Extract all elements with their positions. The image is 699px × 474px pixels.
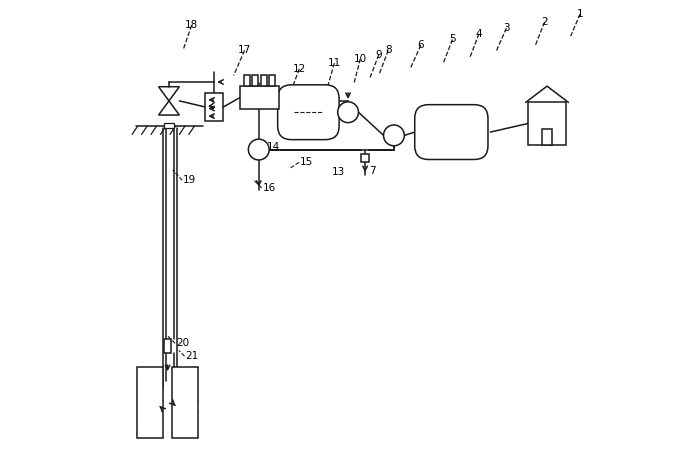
Bar [240,86,279,109]
Text: 18: 18 [185,20,199,30]
Bar [252,75,259,86]
Text: 20: 20 [176,338,189,348]
Bar [261,75,267,86]
Bar [361,155,369,162]
FancyBboxPatch shape [278,85,339,140]
Text: 4: 4 [476,29,482,39]
Text: 14: 14 [267,142,280,152]
Text: 7: 7 [369,166,376,176]
Text: 15: 15 [300,157,313,167]
Circle shape [384,125,404,146]
Text: 10: 10 [354,54,367,64]
Text: 5: 5 [449,35,456,45]
Text: 3: 3 [503,23,510,33]
Text: 16: 16 [263,183,276,193]
Circle shape [338,102,359,123]
Text: 13: 13 [332,167,345,177]
Text: 17: 17 [238,46,251,55]
Text: 1: 1 [577,9,584,19]
Text: 19: 19 [183,175,196,185]
FancyBboxPatch shape [415,105,488,159]
Bar [164,338,171,353]
Text: 21: 21 [185,351,199,361]
Text: 2: 2 [542,17,548,27]
Text: 12: 12 [293,64,306,74]
Text: 8: 8 [385,46,391,55]
Bar [206,93,223,121]
Bar [542,128,552,145]
Text: 11: 11 [328,58,341,68]
Circle shape [248,139,269,160]
Bar [164,123,173,128]
Text: 6: 6 [417,40,424,50]
Bar [172,367,199,438]
Bar [244,75,250,86]
Bar [528,102,566,145]
Bar [269,75,275,86]
Text: 9: 9 [375,50,382,60]
Bar [137,367,163,438]
